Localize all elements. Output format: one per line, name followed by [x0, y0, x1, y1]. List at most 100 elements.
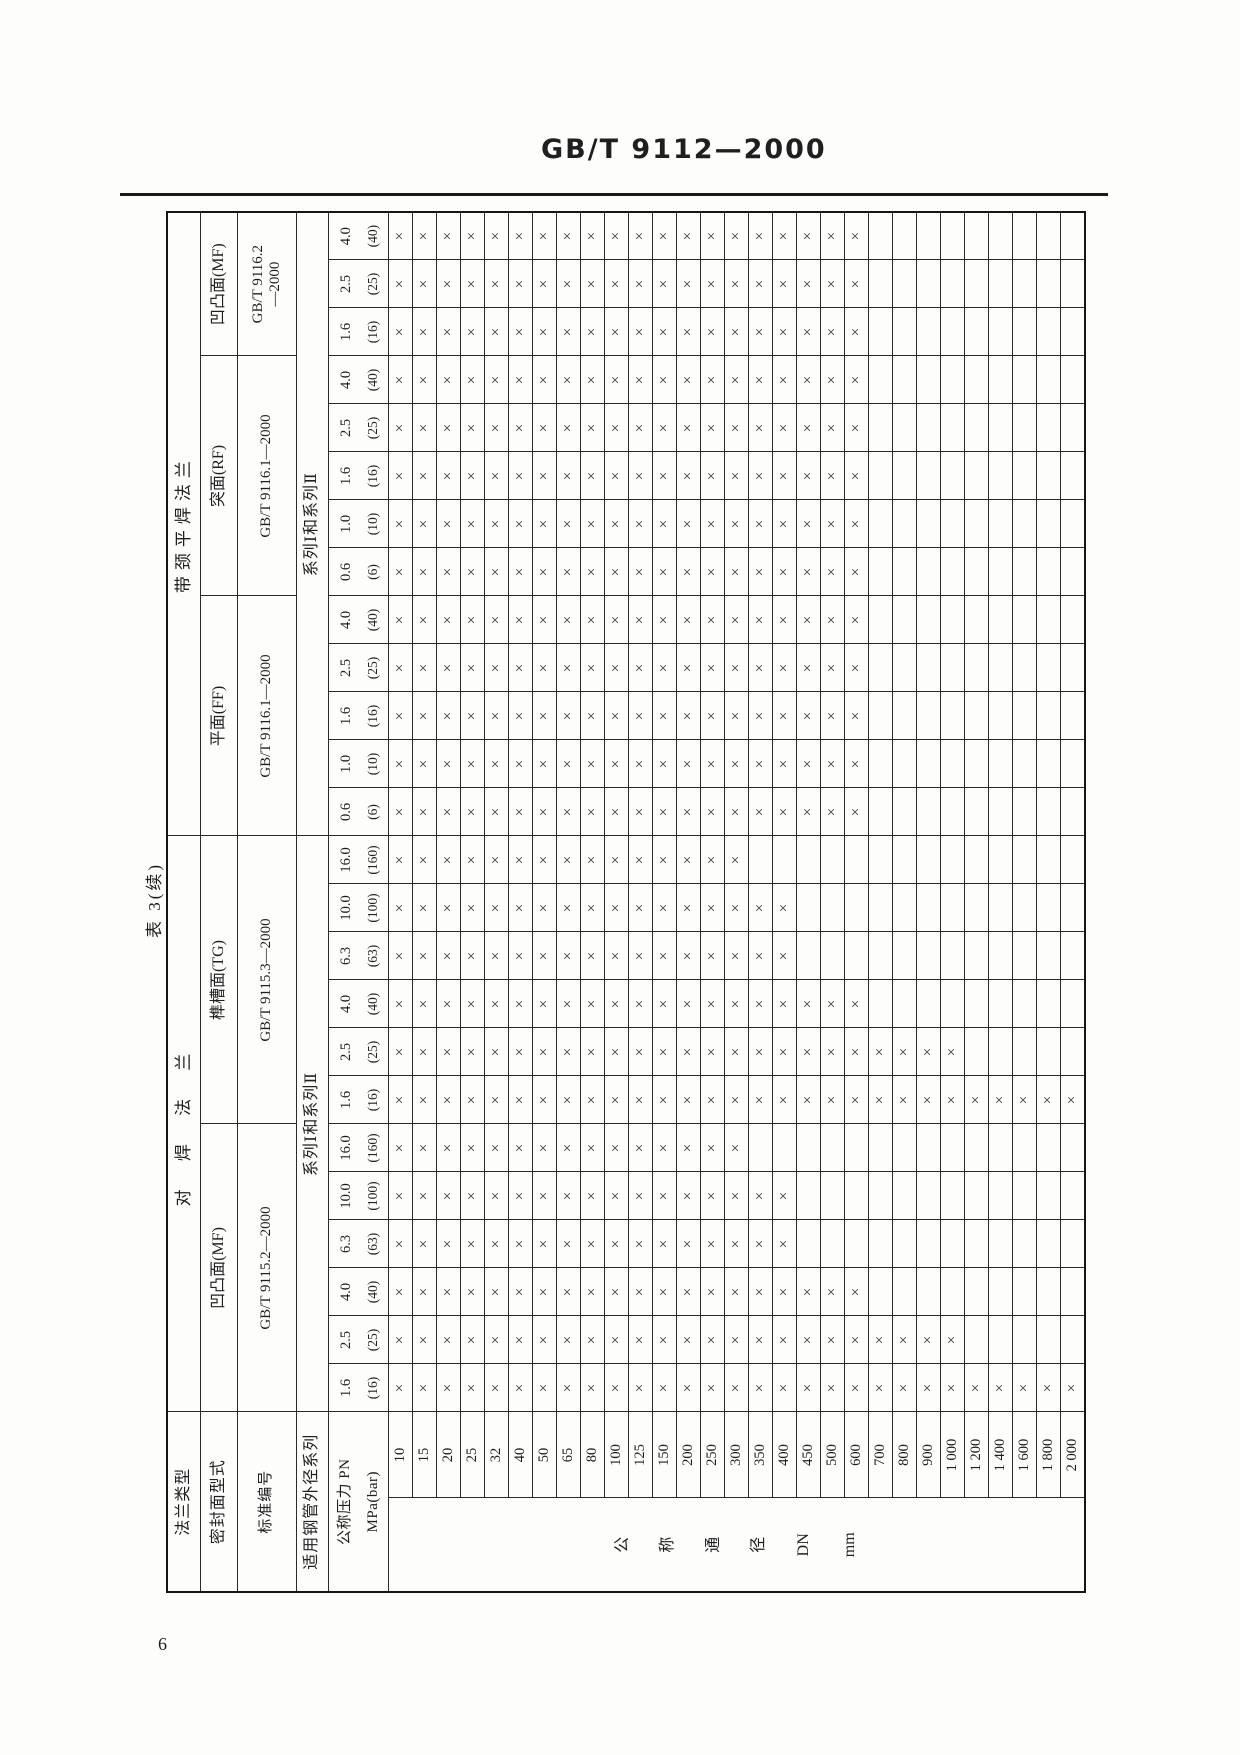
empty-cell	[820, 1219, 845, 1268]
empty-cell	[940, 931, 965, 980]
applicable-mark-cell: ×	[844, 1363, 869, 1412]
dn-column-header: 公称通径 DN mm	[388, 1498, 1085, 1592]
applicable-mark-cell: ×	[652, 979, 677, 1028]
applicable-mark-cell: ×	[604, 307, 629, 356]
applicable-mark-cell: ×	[484, 307, 509, 356]
pn-bar-cell: 4.0 (40)	[328, 211, 389, 260]
empty-cell	[1036, 979, 1061, 1028]
dn-row: 400 × × × × × × × × × × × × × × × × × × × × × × ×	[772, 211, 797, 1592]
empty-cell	[820, 1123, 845, 1172]
dn-label-cell: 500	[820, 1411, 845, 1498]
applicable-mark-cell: ×	[796, 355, 821, 404]
applicable-mark-cell: ×	[820, 1027, 845, 1076]
dn-label-cell: 100	[604, 1411, 629, 1498]
applicable-mark-cell: ×	[388, 1315, 413, 1364]
applicable-mark-cell: ×	[988, 1075, 1013, 1124]
applicable-mark-cell: ×	[724, 1075, 749, 1124]
applicable-mark-cell: ×	[532, 595, 557, 644]
empty-cell	[868, 1219, 893, 1268]
applicable-mark-cell: ×	[724, 835, 749, 884]
applicable-mark-cell: ×	[868, 1363, 893, 1412]
empty-cell	[940, 691, 965, 740]
applicable-mark-cell: ×	[748, 1171, 773, 1220]
standard-no-cell: GB/T 9115.2—2000	[237, 1123, 297, 1412]
applicable-mark-cell: ×	[652, 883, 677, 932]
empty-cell	[964, 691, 989, 740]
empty-cell	[1060, 835, 1085, 884]
applicable-mark-cell: ×	[892, 1027, 917, 1076]
applicable-mark-cell: ×	[748, 787, 773, 836]
applicable-mark-cell: ×	[748, 595, 773, 644]
bar-value: (63)	[364, 1232, 380, 1256]
applicable-mark-cell: ×	[748, 883, 773, 932]
applicable-mark-cell: ×	[700, 499, 725, 548]
empty-cell	[844, 1123, 869, 1172]
applicable-mark-cell: ×	[460, 835, 485, 884]
applicable-mark-cell: ×	[676, 259, 701, 308]
applicable-mark-cell: ×	[388, 643, 413, 692]
standard-no-label: 标准编号	[237, 1411, 297, 1592]
applicable-mark-cell: ×	[460, 1315, 485, 1364]
pn-bar-cell: 10.0 (100)	[328, 883, 389, 932]
applicable-mark-cell: ×	[460, 1219, 485, 1268]
applicable-mark-cell: ×	[508, 259, 533, 308]
applicable-mark-cell: ×	[676, 211, 701, 260]
applicable-mark-cell: ×	[772, 595, 797, 644]
applicable-mark-cell: ×	[604, 403, 629, 452]
dn-row: 65 × × × × × × × × × × × × × × × × × × × × × × × × ×	[556, 211, 581, 1592]
empty-cell	[964, 835, 989, 884]
applicable-mark-cell: ×	[820, 787, 845, 836]
applicable-mark-cell: ×	[796, 643, 821, 692]
applicable-mark-cell: ×	[628, 547, 653, 596]
applicable-mark-cell: ×	[844, 1267, 869, 1316]
pn-bar-cell: 2.5 (25)	[328, 643, 389, 692]
empty-cell	[988, 403, 1013, 452]
applicable-mark-cell: ×	[676, 1123, 701, 1172]
bar-value: (16)	[364, 704, 380, 728]
applicable-mark-cell: ×	[724, 787, 749, 836]
applicable-mark-cell: ×	[412, 1315, 437, 1364]
empty-cell	[1036, 787, 1061, 836]
empty-cell	[1060, 211, 1085, 260]
applicable-mark-cell: ×	[604, 1315, 629, 1364]
empty-cell	[868, 307, 893, 356]
applicable-mark-cell: ×	[628, 1027, 653, 1076]
applicable-mark-cell: ×	[436, 691, 461, 740]
applicable-mark-cell: ×	[460, 451, 485, 500]
applicable-mark-cell: ×	[844, 547, 869, 596]
applicable-mark-cell: ×	[388, 1123, 413, 1172]
applicable-mark-cell: ×	[412, 1267, 437, 1316]
applicable-mark-cell: ×	[604, 1219, 629, 1268]
applicable-mark-cell: ×	[412, 1123, 437, 1172]
applicable-mark-cell: ×	[748, 1315, 773, 1364]
applicable-mark-cell: ×	[1060, 1363, 1085, 1412]
standard-no-row: 标准编号 GB/T 9115.2—2000 GB/T 9115.3—2000 G…	[237, 211, 297, 1592]
applicable-mark-cell: ×	[628, 739, 653, 788]
applicable-mark-cell: ×	[676, 643, 701, 692]
applicable-mark-cell: ×	[436, 547, 461, 596]
pn-value: 1.0	[337, 754, 354, 774]
applicable-mark-cell: ×	[532, 1315, 557, 1364]
applicable-mark-cell: ×	[532, 1171, 557, 1220]
empty-cell	[916, 1219, 941, 1268]
applicable-mark-cell: ×	[556, 259, 581, 308]
applicable-mark-cell: ×	[844, 211, 869, 260]
pn-bar-cell: 2.5 (25)	[328, 1027, 389, 1076]
applicable-mark-cell: ×	[532, 451, 557, 500]
applicable-mark-cell: ×	[1012, 1075, 1037, 1124]
empty-cell	[988, 355, 1013, 404]
applicable-mark-cell: ×	[916, 1363, 941, 1412]
empty-cell	[1036, 643, 1061, 692]
dn-row: 32 × × × × × × × × × × × × × × × × × × × × × × × × ×	[484, 211, 509, 1592]
empty-cell	[1060, 691, 1085, 740]
applicable-mark-cell: ×	[892, 1315, 917, 1364]
standard-no-cell: GB/T 9115.3—2000	[237, 835, 297, 1124]
empty-cell	[1036, 403, 1061, 452]
applicable-mark-cell: ×	[724, 547, 749, 596]
applicable-mark-cell: ×	[412, 883, 437, 932]
empty-cell	[1036, 835, 1061, 884]
applicable-mark-cell: ×	[436, 451, 461, 500]
series-note-cell: 系列Ⅰ和系列Ⅱ	[296, 211, 329, 836]
empty-cell	[1012, 355, 1037, 404]
empty-cell	[916, 883, 941, 932]
